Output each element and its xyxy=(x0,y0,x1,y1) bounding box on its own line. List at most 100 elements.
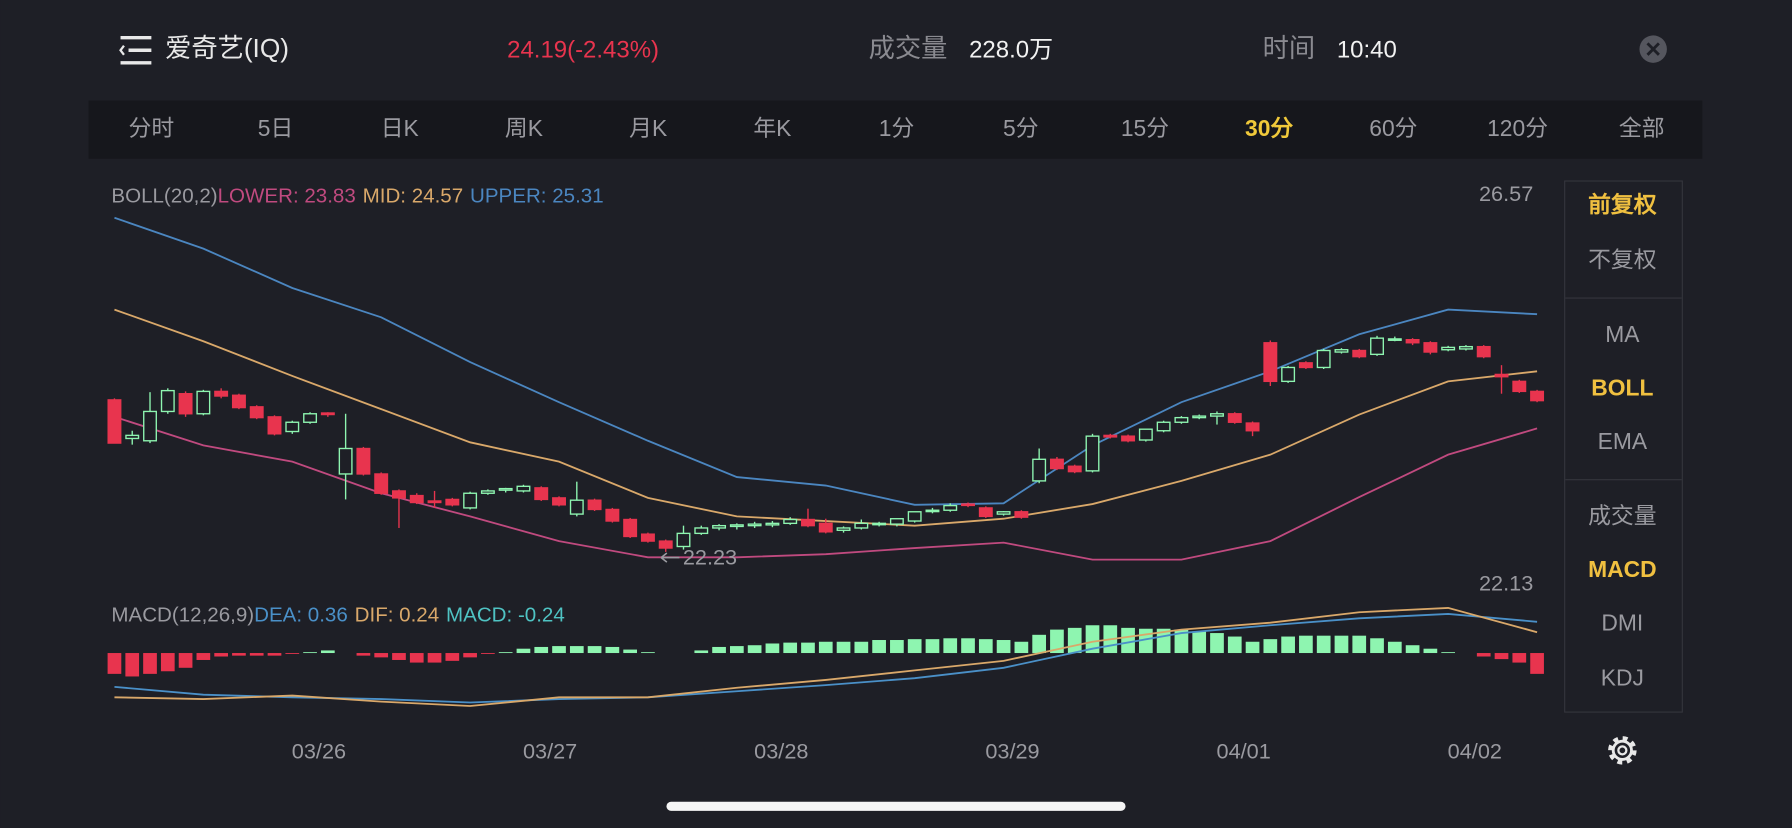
macd-bar xyxy=(605,646,620,654)
candle-body xyxy=(1334,349,1349,353)
x-tick-label: 03/26 xyxy=(292,738,346,763)
macd-bar xyxy=(463,653,477,658)
tab[interactable]: 5日 xyxy=(258,115,294,141)
candle-body xyxy=(285,421,300,433)
macd-bar xyxy=(587,646,602,654)
tab[interactable]: 周K xyxy=(505,115,543,141)
macd-bar xyxy=(249,653,264,656)
candle-body xyxy=(107,399,122,444)
macd-bar xyxy=(1263,639,1278,654)
candle-body xyxy=(1210,413,1224,417)
candle-body xyxy=(534,487,549,501)
candle-body xyxy=(925,509,940,513)
side-item[interactable]: MA xyxy=(1605,321,1640,347)
macd-bar xyxy=(303,652,317,654)
candle-body xyxy=(1263,342,1278,383)
settings-icon[interactable] xyxy=(1608,736,1637,765)
candle-body xyxy=(249,406,264,419)
legend-entry: DEA: 0.36 xyxy=(254,604,348,627)
tab-bar xyxy=(88,100,1703,159)
macd-bar xyxy=(1316,635,1331,654)
tab[interactable]: 15分 xyxy=(1121,115,1169,141)
legend-entry: UPPER: 25.31 xyxy=(470,185,604,208)
macd-bar xyxy=(107,653,122,674)
macd-bar xyxy=(1067,627,1082,654)
candle-body xyxy=(1121,435,1136,442)
side-item[interactable]: BOLL xyxy=(1591,374,1653,400)
macd-bar xyxy=(1085,625,1100,654)
macd-bar xyxy=(872,640,886,654)
candle-body xyxy=(1458,345,1473,350)
candle-body xyxy=(1245,422,1260,432)
side-item[interactable]: 不复权 xyxy=(1588,247,1657,273)
menu-icon[interactable] xyxy=(119,35,152,65)
macd-bar xyxy=(214,653,228,657)
side-item[interactable]: KDJ xyxy=(1601,665,1644,691)
low-label: 22.23 xyxy=(683,544,737,569)
macd-bar xyxy=(1352,635,1367,654)
candle-body xyxy=(1370,337,1384,356)
candle-body xyxy=(694,527,709,535)
legend-entry: MID: 24.57 xyxy=(363,185,463,208)
tab[interactable]: 月K xyxy=(629,115,667,141)
candle-body xyxy=(623,518,638,538)
side-item[interactable]: 成交量 xyxy=(1588,502,1656,528)
candle-body xyxy=(125,434,140,440)
side-item[interactable]: 前复权 xyxy=(1588,192,1657,218)
macd-bar xyxy=(1227,636,1242,654)
macd-bar xyxy=(1494,653,1509,660)
macd-bar xyxy=(943,638,958,654)
side-item[interactable]: DMI xyxy=(1601,610,1643,636)
candle-body xyxy=(712,524,727,529)
candle-body xyxy=(374,473,389,494)
macd-bar xyxy=(836,641,851,654)
macd-bar xyxy=(854,641,869,654)
candle-body xyxy=(1192,415,1207,419)
x-tick-label: 03/28 xyxy=(754,738,808,763)
macd-bar xyxy=(694,650,709,654)
indicator-line xyxy=(114,415,1538,561)
macd-bar xyxy=(729,646,744,654)
side-item[interactable]: MACD xyxy=(1588,556,1656,582)
stock-name: 爱奇艺(IQ) xyxy=(165,33,289,63)
candle-body xyxy=(1014,511,1029,518)
tab[interactable]: 60分 xyxy=(1369,115,1417,141)
candle-body xyxy=(605,508,620,522)
tab[interactable]: 年K xyxy=(753,115,791,141)
candle-body xyxy=(1298,362,1313,369)
tab[interactable]: 全部 xyxy=(1619,115,1665,141)
macd-bar xyxy=(996,640,1011,654)
candle-body xyxy=(854,522,869,529)
tab[interactable]: 5分 xyxy=(1003,115,1039,141)
macd-bar xyxy=(267,653,282,656)
tabs: 分时 5日 日K 周K 月K 年K 1分 5分 15分 30分 60分 120分 全部 xyxy=(129,115,1665,141)
macd-bar xyxy=(1245,641,1260,654)
macd-bar xyxy=(374,653,389,658)
close-cross xyxy=(1646,42,1660,56)
macd-bar xyxy=(498,652,513,654)
candle-body xyxy=(1423,342,1438,353)
candle-body xyxy=(676,532,691,548)
side-panel xyxy=(1564,180,1683,713)
macd-bar xyxy=(747,645,762,654)
macd-bar xyxy=(818,641,833,654)
candle-body xyxy=(214,390,229,397)
low-arrow xyxy=(660,552,680,563)
tab[interactable]: 120分 xyxy=(1487,115,1548,141)
tab[interactable]: 日K xyxy=(381,115,419,141)
tab[interactable]: 1分 xyxy=(879,115,915,141)
tab[interactable]: 分时 xyxy=(129,115,175,141)
candle-body xyxy=(463,492,478,509)
close-button[interactable] xyxy=(1639,35,1667,63)
volume-value: 228.0万 xyxy=(969,37,1053,64)
indicator-line xyxy=(114,216,1538,506)
tab[interactable]: 30分 xyxy=(1245,115,1293,141)
plot: BOLL(20,2)LOWER: 23.83 MID: 24.57 UPPER: 2… xyxy=(107,181,1545,763)
macd-bar xyxy=(534,646,549,654)
macd-bar xyxy=(320,650,335,654)
macd-bar xyxy=(1423,648,1438,654)
side-item[interactable]: EMA xyxy=(1598,428,1648,454)
legend-entry: MACD: -0.24 xyxy=(446,604,565,627)
